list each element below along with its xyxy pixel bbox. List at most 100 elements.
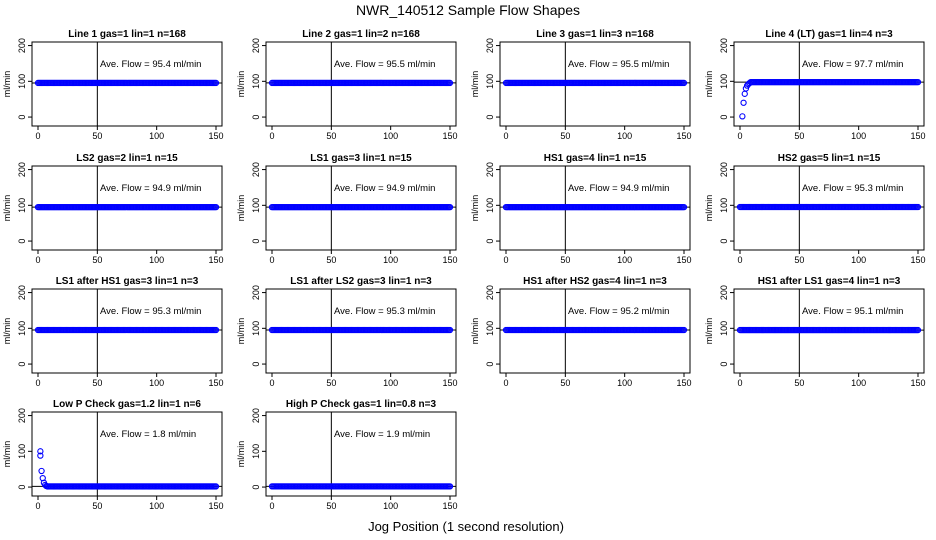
panel-title: HS1 gas=4 lin=1 n=15 bbox=[544, 153, 647, 164]
ave-flow-annotation: Ave. Flow = 94.9 ml/min bbox=[334, 183, 435, 194]
y-tick-label: 0 bbox=[719, 362, 729, 367]
panel-6: LS1 gas=3 lin=1 n=15 0 50 100 150 0 100 200 ml/m… bbox=[236, 153, 458, 265]
y-axis-label: ml/min bbox=[470, 71, 480, 98]
x-tick-label: 100 bbox=[617, 255, 632, 265]
figure-xlabel: Jog Position (1 second resolution) bbox=[368, 519, 564, 534]
x-tick-label: 150 bbox=[910, 131, 925, 141]
panel-2: Line 2 gas=1 lin=2 n=168 0 50 100 150 0 100 200… bbox=[236, 29, 458, 141]
y-tick-label: 200 bbox=[485, 285, 495, 300]
panel-3: Line 3 gas=1 lin=3 n=168 0 50 100 150 0 100 200… bbox=[470, 29, 692, 141]
y-tick-label: 0 bbox=[17, 362, 27, 367]
y-tick-label: 100 bbox=[485, 321, 495, 336]
panel-title: HS2 gas=5 lin=1 n=15 bbox=[778, 153, 881, 164]
y-tick-label: 100 bbox=[17, 74, 27, 89]
x-tick-label: 0 bbox=[35, 255, 40, 265]
x-tick-label: 100 bbox=[617, 378, 632, 388]
data-point bbox=[212, 203, 220, 211]
x-tick-label: 100 bbox=[149, 501, 164, 511]
y-tick-label: 200 bbox=[251, 285, 261, 300]
x-tick-label: 50 bbox=[560, 255, 570, 265]
y-tick-label: 0 bbox=[485, 362, 495, 367]
y-axis-label: ml/min bbox=[236, 318, 246, 345]
data-point bbox=[680, 79, 688, 87]
x-tick-label: 150 bbox=[442, 255, 457, 265]
panel-title: Line 1 gas=1 lin=1 n=168 bbox=[68, 29, 186, 40]
x-tick-label: 100 bbox=[383, 255, 398, 265]
y-tick-label: 200 bbox=[719, 38, 729, 53]
data-point bbox=[740, 99, 747, 106]
data-point bbox=[446, 483, 454, 490]
y-tick-label: 0 bbox=[719, 115, 729, 120]
data-point bbox=[739, 113, 746, 120]
y-tick-label: 0 bbox=[485, 239, 495, 244]
y-tick-label: 100 bbox=[719, 321, 729, 336]
ave-flow-annotation: Ave. Flow = 94.9 ml/min bbox=[100, 183, 201, 194]
y-tick-label: 200 bbox=[719, 285, 729, 300]
ave-flow-annotation: Ave. Flow = 97.7 ml/min bbox=[802, 59, 903, 70]
x-tick-label: 50 bbox=[92, 501, 102, 511]
plot-frame bbox=[265, 288, 457, 374]
figure-title: NWR_140512 Sample Flow Shapes bbox=[356, 2, 580, 18]
panel-title: HS1 after HS2 gas=4 lin=1 n=3 bbox=[523, 276, 667, 287]
ave-flow-annotation: Ave. Flow = 94.9 ml/min bbox=[568, 183, 669, 194]
x-tick-label: 50 bbox=[92, 378, 102, 388]
plot-frame bbox=[733, 165, 925, 251]
x-tick-label: 50 bbox=[794, 255, 804, 265]
x-tick-label: 50 bbox=[92, 131, 102, 141]
panel-title: LS1 after LS2 gas=3 lin=1 n=3 bbox=[290, 276, 432, 287]
x-tick-label: 150 bbox=[208, 131, 223, 141]
y-tick-label: 100 bbox=[485, 74, 495, 89]
x-tick-label: 150 bbox=[442, 501, 457, 511]
y-tick-label: 100 bbox=[17, 198, 27, 213]
panel-9: LS1 after HS1 gas=3 lin=1 n=3 0 50 100 150 0 1… bbox=[2, 276, 224, 388]
data-point bbox=[37, 452, 44, 459]
x-tick-label: 50 bbox=[794, 131, 804, 141]
x-tick-label: 100 bbox=[149, 378, 164, 388]
y-axis-label: ml/min bbox=[236, 71, 246, 98]
ave-flow-annotation: Ave. Flow = 95.2 ml/min bbox=[568, 306, 669, 317]
x-tick-label: 50 bbox=[560, 131, 570, 141]
x-tick-label: 150 bbox=[676, 378, 691, 388]
y-tick-label: 0 bbox=[251, 362, 261, 367]
panel-title: LS1 gas=3 lin=1 n=15 bbox=[310, 153, 412, 164]
data-point bbox=[914, 203, 922, 211]
plot-frame bbox=[265, 411, 457, 497]
ave-flow-annotation: Ave. Flow = 95.3 ml/min bbox=[334, 306, 435, 317]
panel-title: Line 3 gas=1 lin=3 n=168 bbox=[536, 29, 654, 40]
y-tick-label: 0 bbox=[17, 485, 27, 490]
data-point bbox=[914, 326, 922, 334]
plot-frame bbox=[265, 41, 457, 127]
x-tick-label: 0 bbox=[35, 501, 40, 511]
y-tick-label: 200 bbox=[251, 408, 261, 423]
y-axis-label: ml/min bbox=[704, 195, 714, 222]
data-point bbox=[212, 326, 220, 334]
ave-flow-annotation: Ave. Flow = 95.3 ml/min bbox=[802, 183, 903, 194]
x-tick-label: 0 bbox=[269, 255, 274, 265]
data-point bbox=[37, 448, 44, 455]
plot-frame bbox=[499, 288, 691, 374]
panel-11: HS1 after HS2 gas=4 lin=1 n=3 0 50 100 150 0 1… bbox=[470, 276, 692, 388]
data-point bbox=[212, 483, 220, 490]
x-tick-label: 100 bbox=[149, 255, 164, 265]
panel-4: Line 4 (LT) gas=1 lin=4 n=3 0 50 100 150 0 100… bbox=[704, 29, 926, 141]
x-tick-label: 0 bbox=[35, 378, 40, 388]
panel-13: Low P Check gas=1.2 lin=1 n=6 0 50 100 150 0 1… bbox=[2, 399, 224, 511]
ave-flow-annotation: Ave. Flow = 95.3 ml/min bbox=[100, 306, 201, 317]
y-tick-label: 100 bbox=[251, 74, 261, 89]
panel-title: HS1 after LS1 gas=4 lin=1 n=3 bbox=[758, 276, 901, 287]
x-tick-label: 0 bbox=[737, 255, 742, 265]
panel-title: Line 2 gas=1 lin=2 n=168 bbox=[302, 29, 420, 40]
panel-8: HS2 gas=5 lin=1 n=15 0 50 100 150 0 100 200 ml/m… bbox=[704, 153, 926, 265]
data-point bbox=[914, 78, 922, 86]
ave-flow-annotation: Ave. Flow = 95.5 ml/min bbox=[568, 59, 669, 70]
x-tick-label: 150 bbox=[910, 255, 925, 265]
x-tick-label: 50 bbox=[326, 255, 336, 265]
data-point bbox=[38, 467, 45, 475]
data-point bbox=[741, 90, 748, 97]
panel-14: High P Check gas=1 lin=0.8 n=3 0 50 100 150 0… bbox=[236, 399, 458, 511]
y-tick-label: 200 bbox=[17, 38, 27, 53]
y-tick-label: 200 bbox=[251, 38, 261, 53]
plot-frame bbox=[733, 41, 925, 127]
x-tick-label: 0 bbox=[737, 131, 742, 141]
